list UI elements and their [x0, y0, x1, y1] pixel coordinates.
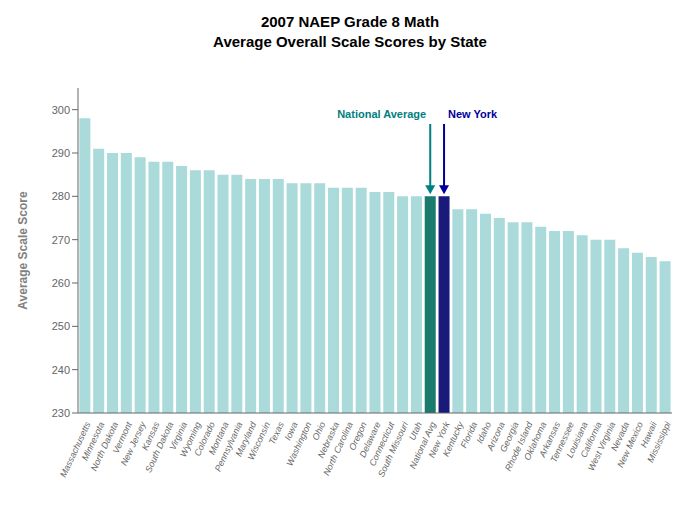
svg-text:Nebraska: Nebraska [315, 420, 342, 460]
svg-text:Kansas: Kansas [139, 420, 162, 452]
svg-text:Massachusetts: Massachusetts [58, 420, 93, 479]
svg-text:Texas: Texas [267, 420, 286, 446]
svg-text:National Avg: National Avg [407, 420, 438, 471]
svg-text:Minnesota: Minnesota [79, 420, 107, 463]
svg-text:Utah: Utah [406, 420, 424, 442]
svg-text:Mississippi: Mississippi [645, 419, 673, 464]
svg-text:California: California [578, 420, 604, 459]
svg-text:Tennessee: Tennessee [548, 420, 576, 465]
svg-text:Oregon: Oregon [347, 420, 369, 452]
svg-text:Florida: Florida [458, 420, 480, 450]
svg-text:230: 230 [52, 407, 70, 419]
svg-text:Washington: Washington [284, 420, 313, 467]
svg-text:Montana: Montana [206, 420, 231, 457]
svg-text:Virginia: Virginia [167, 420, 190, 452]
svg-text:250: 250 [52, 320, 70, 332]
svg-text:North Dakota: North Dakota [88, 420, 121, 473]
html-text:2007 NAEP Grade 8 Math: 2007 NAEP Grade 8 Math [260, 13, 440, 30]
svg-text:Nevada: Nevada [609, 420, 632, 453]
svg-text:Georgia: Georgia [498, 420, 521, 454]
svg-text:Rhode Island: Rhode Island [503, 420, 535, 473]
svg-text:240: 240 [52, 364, 70, 376]
svg-text:Idaho: Idaho [474, 420, 494, 445]
svg-text:Oklahoma: Oklahoma [522, 420, 549, 462]
svg-text:300: 300 [52, 104, 70, 116]
svg-text:270: 270 [52, 234, 70, 246]
svg-text:National Average: National Average [337, 108, 426, 120]
svg-text:Iowa: Iowa [282, 420, 300, 442]
svg-text:North Carolina: North Carolina [321, 420, 355, 478]
svg-text:Connecticut: Connecticut [367, 420, 397, 468]
svg-text:Maryland: Maryland [233, 420, 259, 459]
svg-text:Vermont: Vermont [110, 420, 134, 456]
svg-text:New York: New York [448, 108, 498, 120]
svg-text:260: 260 [52, 277, 70, 289]
svg-text:Wyoming: Wyoming [178, 420, 203, 459]
svg-text:Wisconsin: Wisconsin [245, 420, 273, 462]
svg-text:290: 290 [52, 147, 70, 159]
svg-text:New Jersey: New Jersey [118, 420, 148, 468]
svg-text:South Dakota: South Dakota [143, 420, 176, 474]
svg-text:Louisiana: Louisiana [564, 420, 590, 460]
svg-text:Kentucky: Kentucky [440, 420, 466, 459]
svg-text:280: 280 [52, 190, 70, 202]
svg-text:Hawaii: Hawaii [638, 420, 659, 449]
html-text:Average Overall Scale Scores b: Average Overall Scale Scores by State [213, 33, 487, 50]
svg-text:New Mexico: New Mexico [615, 420, 646, 469]
svg-text:Colorado: Colorado [192, 420, 217, 458]
svg-text:New York: New York [426, 420, 452, 460]
svg-text:Pennsylvania: Pennsylvania [212, 420, 245, 474]
svg-text:Delaware: Delaware [357, 420, 383, 459]
svg-text:South Missouri: South Missouri [376, 419, 411, 478]
svg-text:Arizona: Arizona [485, 420, 507, 453]
svg-text:Arkansas: Arkansas [537, 420, 563, 459]
svg-text:Ohio: Ohio [310, 420, 328, 442]
svg-text:Average Scale Score: Average Scale Score [16, 191, 30, 310]
svg-text:West Virginia: West Virginia [586, 420, 618, 473]
